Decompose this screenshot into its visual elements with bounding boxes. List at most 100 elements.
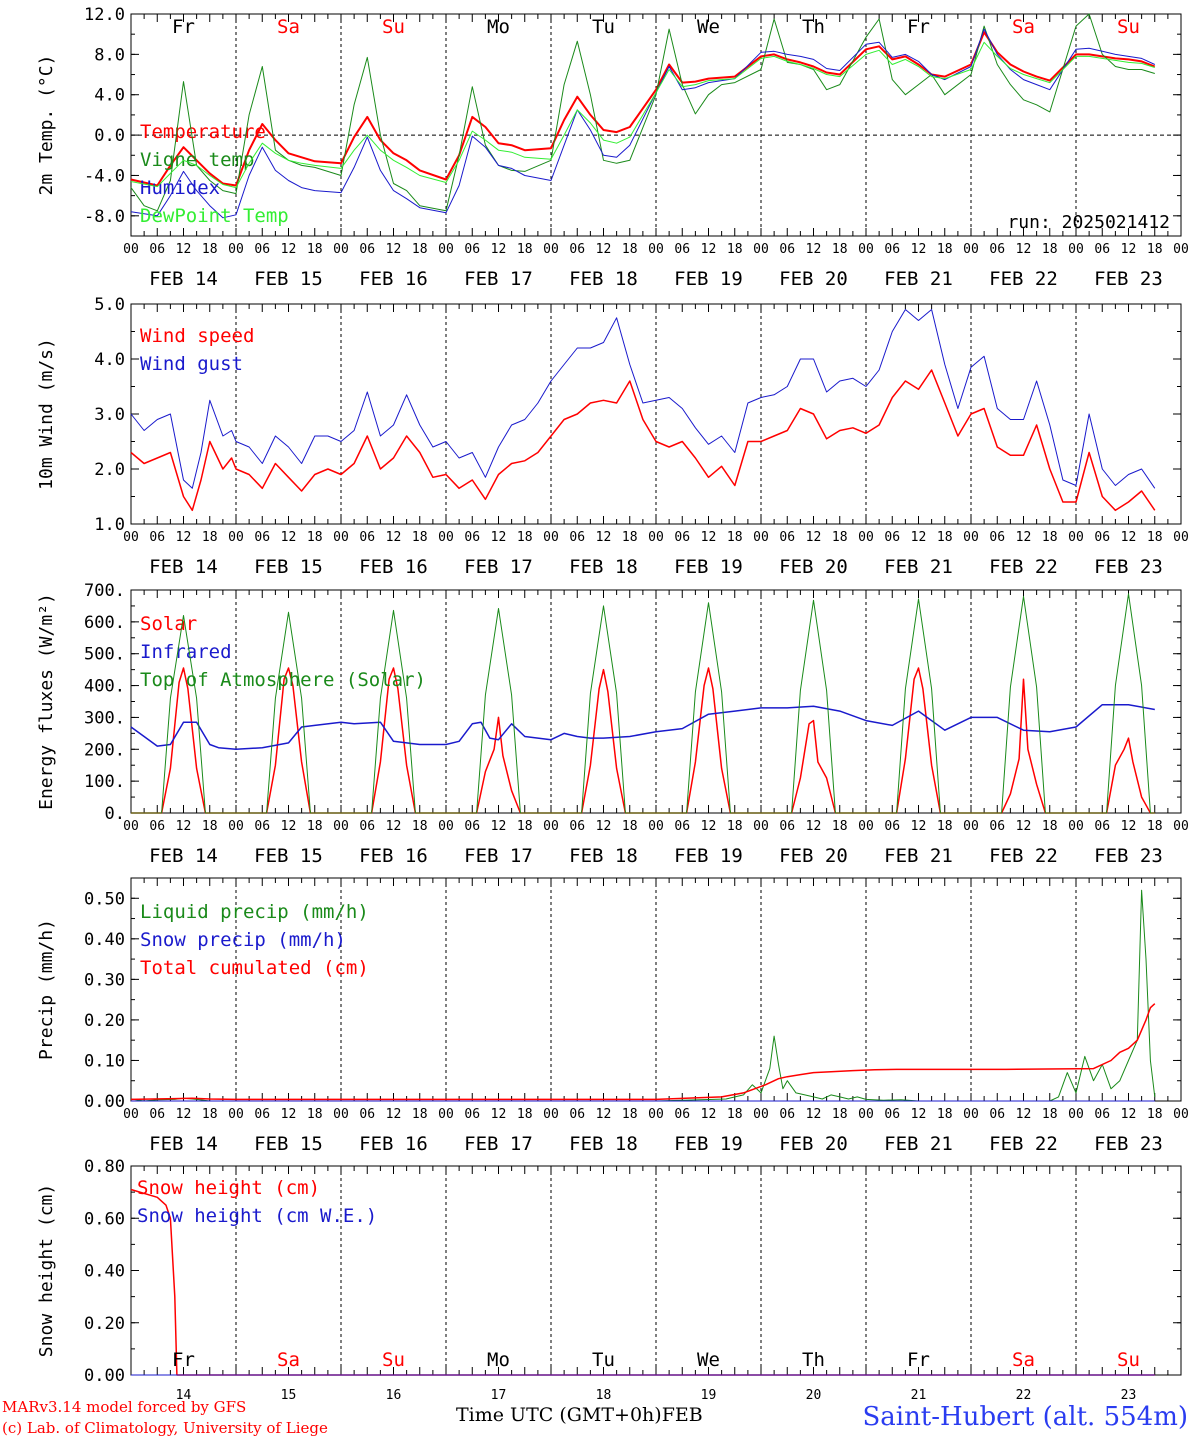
hour-tick-label: 12 (491, 530, 507, 545)
day-label: FEB 20 (779, 268, 848, 290)
hour-tick-label: 00 (963, 242, 979, 257)
y-tick-label: 600. (84, 613, 125, 633)
weekday-label-bottom: Mo (487, 1349, 510, 1371)
day-label: FEB 14 (149, 845, 218, 867)
y-axis-label: Precip (mm/h) (36, 919, 57, 1060)
hour-tick-label: 00 (438, 1107, 454, 1122)
series-line-4 (130, 41, 1155, 189)
hour-tick-label: 00 (753, 1107, 769, 1122)
panel-1: -8.0 -4.0 0.0 4.0 8.0 12.0 2m Temp. (°C) Temper… (36, 5, 1189, 290)
hour-tick-label: 12 (596, 242, 612, 257)
y-tick-label: 0.40 (84, 930, 125, 950)
day-label: FEB 14 (149, 1133, 218, 1155)
hour-tick-label: 06 (254, 1107, 270, 1122)
day-label: FEB 20 (779, 1133, 848, 1155)
series-line-2 (130, 703, 1155, 751)
hour-tick-label: 12 (1121, 1107, 1137, 1122)
weekday-label-bottom: Sa (277, 1349, 300, 1371)
hour-tick-label: 18 (622, 242, 638, 257)
hour-tick-label: 06 (674, 819, 690, 834)
hour-tick-label: 00 (333, 530, 349, 545)
hour-tick-label: 18 (202, 242, 218, 257)
hour-tick-label: 18 (307, 1107, 323, 1122)
hour-tick-label: 06 (569, 242, 585, 257)
y-tick-label: 4.0 (94, 350, 125, 370)
hour-tick-label: 00 (228, 242, 244, 257)
hour-tick-label: 18 (1147, 1107, 1163, 1122)
hour-tick-label: 18 (517, 819, 533, 834)
legend-entry: Wind speed (140, 325, 254, 347)
series-line-1 (130, 31, 1156, 187)
hour-tick-label: 18 (622, 530, 638, 545)
y-tick-label: 0.0 (94, 126, 125, 146)
y-tick-label: 0.60 (84, 1209, 125, 1229)
y-tick-label: 5.0 (94, 295, 125, 315)
hour-tick-label: 06 (1094, 1107, 1110, 1122)
hour-tick-label: 18 (202, 819, 218, 834)
hour-tick-label: 18 (1042, 819, 1058, 834)
day-number-label: 19 (701, 1388, 717, 1403)
day-number-label: 15 (281, 1388, 297, 1403)
hour-tick-label: 18 (1042, 530, 1058, 545)
hour-tick-label: 12 (701, 819, 717, 834)
legend-entry: Snow height (cm) (137, 1177, 320, 1199)
y-tick-label: 0.00 (84, 1366, 125, 1386)
hour-tick-label: 18 (1042, 1107, 1058, 1122)
hour-tick-label: 06 (779, 1107, 795, 1122)
hour-tick-label: 12 (596, 819, 612, 834)
y-tick-label: -8.0 (84, 207, 125, 227)
day-label: FEB 22 (989, 1133, 1058, 1155)
y-tick-label: 0.10 (84, 1051, 125, 1071)
hour-tick-label: 18 (202, 1107, 218, 1122)
hour-tick-label: 00 (543, 242, 559, 257)
hour-tick-label: 12 (701, 242, 717, 257)
hour-tick-label: 12 (1121, 530, 1137, 545)
hour-tick-label: 06 (359, 530, 375, 545)
hour-tick-label: 18 (622, 1107, 638, 1122)
hour-tick-label: 12 (701, 530, 717, 545)
hour-tick-label: 12 (281, 819, 297, 834)
hour-tick-label: 06 (779, 819, 795, 834)
hour-tick-label: 12 (176, 819, 192, 834)
x-axis-month-label: FEB (661, 1404, 703, 1426)
weekday-label-bottom: Su (382, 1349, 405, 1371)
day-label: FEB 19 (674, 556, 743, 578)
hour-tick-label: 00 (858, 1107, 874, 1122)
hour-tick-label: 12 (911, 1107, 927, 1122)
day-number-label: 20 (806, 1388, 822, 1403)
day-label: FEB 23 (1094, 556, 1163, 578)
hour-tick-label: 00 (858, 242, 874, 257)
hour-tick-label: 18 (937, 819, 953, 834)
hour-tick-label: 12 (281, 242, 297, 257)
day-label: FEB 22 (989, 845, 1058, 867)
hour-tick-label: 18 (832, 242, 848, 257)
weekday-label-top: Su (1117, 16, 1140, 38)
hour-tick-label: 06 (989, 530, 1005, 545)
hour-tick-label: 00 (543, 530, 559, 545)
y-tick-label: 0.40 (84, 1262, 125, 1282)
hour-tick-label: 00 (1173, 530, 1189, 545)
hour-tick-label: 00 (333, 819, 349, 834)
hour-tick-label: 06 (569, 1107, 585, 1122)
hour-tick-label: 00 (543, 1107, 559, 1122)
hour-tick-label: 18 (937, 242, 953, 257)
hour-tick-label: 12 (1016, 819, 1032, 834)
hour-tick-label: 00 (1173, 1107, 1189, 1122)
hour-tick-label: 18 (412, 530, 428, 545)
hour-tick-label: 18 (1147, 530, 1163, 545)
legend-entry: Vigne temp (140, 149, 254, 171)
hour-tick-label: 12 (176, 1107, 192, 1122)
day-label: FEB 19 (674, 845, 743, 867)
hour-tick-label: 06 (359, 1107, 375, 1122)
hour-tick-label: 12 (386, 530, 402, 545)
day-label: FEB 21 (884, 556, 953, 578)
hour-tick-label: 06 (464, 1107, 480, 1122)
hour-tick-label: 00 (123, 819, 139, 834)
hour-tick-label: 06 (674, 1107, 690, 1122)
day-label: FEB 21 (884, 1133, 953, 1155)
hour-tick-label: 12 (491, 1107, 507, 1122)
weekday-label-bottom: Fr (907, 1349, 930, 1371)
hour-tick-label: 06 (464, 242, 480, 257)
hour-tick-label: 18 (1042, 242, 1058, 257)
series-line-3 (130, 1003, 1156, 1101)
